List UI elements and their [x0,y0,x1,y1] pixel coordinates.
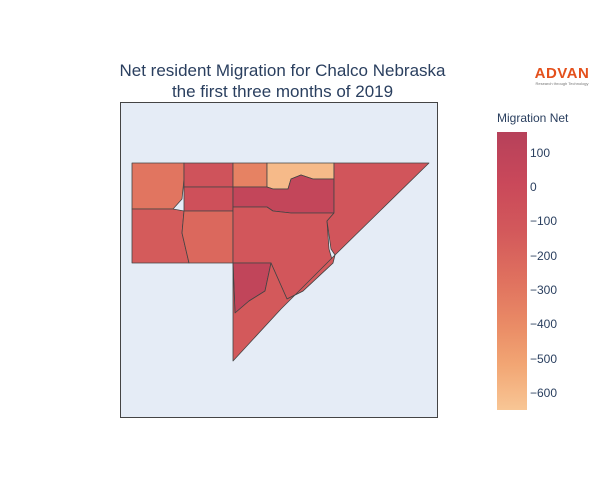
colorbar-tick-label: −300 [530,282,558,297]
colorbar-tick-label: −600 [530,385,558,400]
region-west-center[interactable] [181,210,234,264]
colorbar-title: Migration Net [497,111,569,125]
region-north-center[interactable] [232,162,268,188]
colorbar-tick-label: 100 [530,145,551,160]
chart-title-line2: the first three months of 2019 [171,82,394,101]
colorbar-tick-label: −400 [530,317,558,332]
region-northwest[interactable] [131,162,185,210]
advan-logo: ADVAN Research through Technology [527,66,597,87]
map-area[interactable] [120,102,438,418]
colorbar-tick-label: 0 [530,179,537,194]
colorbar-gradient [497,132,527,410]
region-west[interactable] [131,208,190,264]
colorbar-tick-label: −500 [530,351,558,366]
logo-wordmark: ADVAN [534,65,590,82]
chart-title-line1: Net resident Migration for Chalco Nebras… [119,61,446,80]
region-east-wedge[interactable] [326,162,430,256]
region-south-tail[interactable] [232,254,336,362]
colorbar-tick-label: −200 [530,248,558,263]
region-north-center-west[interactable] [183,162,234,188]
colorbar-tick-label: −100 [530,214,558,229]
choropleth-map[interactable] [121,103,437,417]
logo-tagline: Research through Technology [535,81,589,86]
region-center-small[interactable] [183,186,234,212]
chart-title: Net resident Migration for Chalco Nebras… [95,60,470,102]
